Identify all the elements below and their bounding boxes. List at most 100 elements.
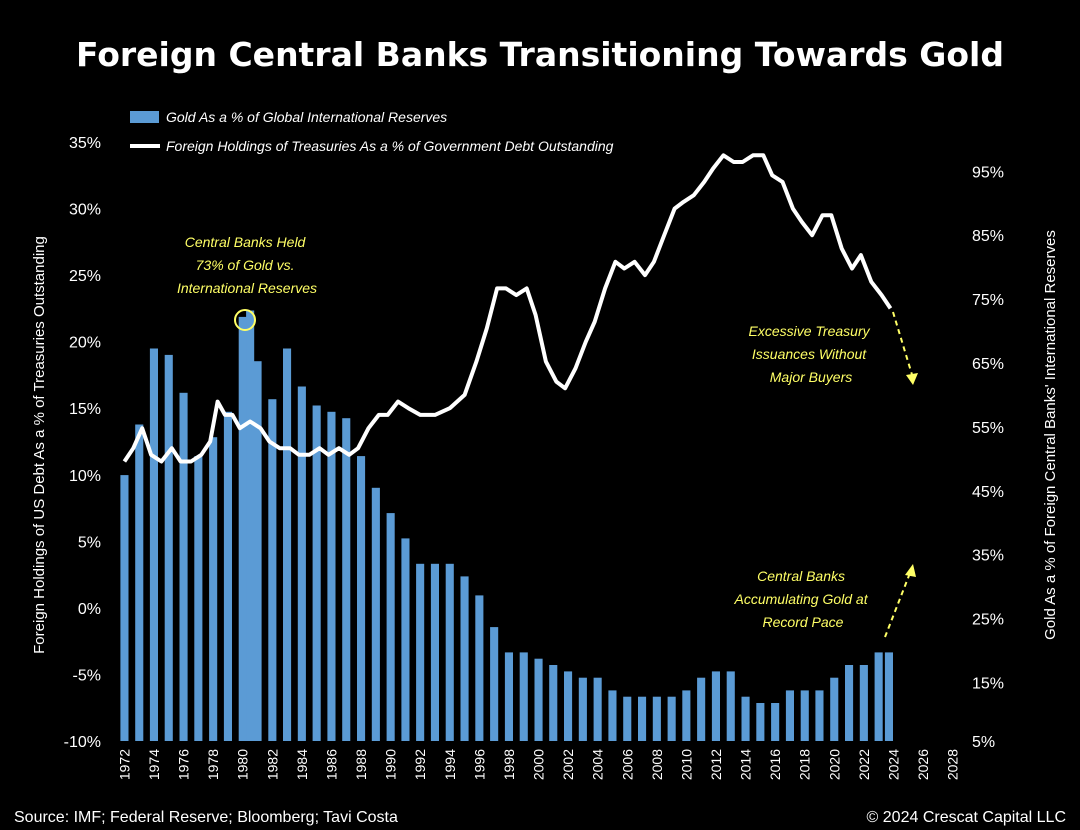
y-left-tick-label: 0% <box>78 601 101 618</box>
y-right-tick-label: 95% <box>972 164 1004 181</box>
gold-reserves-bar <box>223 411 232 741</box>
annotation-accumulating-line-3: Record Pace <box>763 614 844 630</box>
gold-reserves-bar <box>815 690 824 741</box>
annotation-accumulating-arrowhead <box>905 564 916 577</box>
gold-reserves-bar <box>549 665 558 741</box>
legend-label-bars: Gold As a % of Global International Rese… <box>166 109 447 125</box>
y-left-tick-label: 30% <box>69 202 101 219</box>
source-note: Source: IMF; Federal Reserve; Bloomberg;… <box>14 809 398 826</box>
gold-reserves-bar <box>460 576 469 741</box>
gold-reserves-bar <box>519 652 528 741</box>
x-tick-label: 1984 <box>294 749 310 780</box>
y-right-tick-label: 55% <box>972 420 1004 437</box>
gold-reserves-bar <box>164 354 173 741</box>
x-tick-label: 2024 <box>886 749 902 780</box>
annotation-accumulating: Central Banks Accumulating Gold at Recor… <box>734 568 872 630</box>
annotation-treasury-line-2: Issuances Without <box>752 346 867 362</box>
gold-reserves-bar <box>564 671 573 741</box>
gold-reserves-bar <box>623 696 632 741</box>
y-axis-left-label: Foreign Holdings of US Debt As a % of Tr… <box>31 236 48 654</box>
x-tick-label: 2002 <box>560 749 576 780</box>
gold-reserves-bar <box>475 595 484 741</box>
foreign-holdings-line <box>122 153 893 464</box>
x-tick-label: 2016 <box>767 749 783 780</box>
x-tick-label: 2004 <box>590 749 606 780</box>
gold-reserves-bar <box>297 386 306 741</box>
annotation-treasury-arrow <box>892 311 914 379</box>
annotation-peak-line-3: International Reserves <box>177 280 317 296</box>
x-tick-label: 1996 <box>471 749 487 780</box>
x-tick-label: 2014 <box>738 749 754 780</box>
x-tick-label: 2028 <box>945 749 961 780</box>
y-left-tick-label: -10% <box>64 734 101 751</box>
gold-reserves-bar <box>845 665 854 741</box>
y-left-tick-label: 25% <box>69 268 101 285</box>
x-tick-label: 1990 <box>383 749 399 780</box>
annotation-treasury-line-3: Major Buyers <box>770 369 852 385</box>
gold-reserves-bar <box>194 456 203 741</box>
gold-reserves-bar <box>756 703 765 741</box>
gold-reserves-bar <box>371 487 380 741</box>
gold-reserves-bar <box>608 690 617 741</box>
peak-highlight-circle <box>234 309 256 331</box>
gold-reserves-bar <box>120 475 129 741</box>
gold-reserves-bar <box>638 696 647 741</box>
gold-reserves-bar <box>578 677 587 741</box>
gold-reserves-bar <box>697 677 706 741</box>
gold-reserves-bar <box>246 310 255 741</box>
gold-reserves-bar <box>504 652 513 741</box>
y-right-tick-label: 5% <box>972 734 995 751</box>
x-tick-label: 1972 <box>116 749 132 780</box>
y-right-tick-label: 15% <box>972 675 1004 692</box>
x-tick-label: 1998 <box>501 749 517 780</box>
x-tick-label: 1974 <box>146 749 162 780</box>
annotation-treasury: Excessive Treasury Issuances Without Maj… <box>749 323 874 385</box>
y-right-tick-label: 25% <box>972 612 1004 629</box>
gold-reserves-bar <box>884 652 893 741</box>
chart-title: Foreign Central Banks Transitioning Towa… <box>76 35 1004 74</box>
gold-reserves-bar <box>357 456 366 741</box>
gold-reserves-bar <box>593 677 602 741</box>
gold-reserves-bar <box>652 696 661 741</box>
gold-reserves-bar <box>874 652 883 741</box>
gold-reserves-bar <box>209 437 218 741</box>
annotation-peak: Central Banks Held 73% of Gold vs. Inter… <box>177 234 317 296</box>
y-right-tick-label: 75% <box>972 292 1004 309</box>
gold-reserves-bar <box>312 405 321 741</box>
gold-reserves-bar <box>741 696 750 741</box>
line-layer <box>122 153 893 464</box>
x-tick-label: 1986 <box>324 749 340 780</box>
gold-reserves-bar <box>682 690 691 741</box>
gold-reserves-bar <box>327 411 336 741</box>
gold-reserves-bar <box>800 690 809 741</box>
gold-reserves-bar <box>342 418 351 741</box>
annotation-accumulating-line-2: Accumulating Gold at <box>734 591 869 607</box>
x-tick-label: 1988 <box>353 749 369 780</box>
gold-reserves-bar <box>386 513 395 741</box>
x-tick-label: 2022 <box>856 749 872 780</box>
gold-reserves-bar <box>179 392 188 741</box>
x-tick-label: 1980 <box>235 749 251 780</box>
x-tick-label: 2000 <box>531 749 547 780</box>
y-left-tick-label: 15% <box>69 401 101 418</box>
annotation-peak-line-1: Central Banks Held <box>185 234 307 250</box>
gold-reserves-bar <box>401 538 410 741</box>
y-right-tick-label: 65% <box>972 356 1004 373</box>
ticks-layer: 35% 30% 25% 20% 15% 10% 5% 0% -5% -10% 95% 85% 75% 65… <box>64 135 1004 780</box>
x-tick-label: 2010 <box>678 749 694 780</box>
legend-swatch-bars <box>130 111 159 123</box>
y-left-tick-label: 35% <box>69 135 101 152</box>
gold-reserves-bar <box>534 658 543 741</box>
gold-reserves-bar <box>490 627 499 741</box>
gold-reserves-bar <box>726 671 735 741</box>
gold-reserves-bar <box>135 424 144 741</box>
gold-reserves-bar <box>771 703 780 741</box>
gold-reserves-bar <box>445 563 454 741</box>
bars-layer <box>120 310 893 741</box>
y-left-tick-label: 5% <box>78 534 101 551</box>
gold-reserves-bar <box>430 563 439 741</box>
annotation-accumulating-line-1: Central Banks <box>757 568 845 584</box>
gold-reserves-bar <box>859 665 868 741</box>
y-left-tick-label: -5% <box>73 667 101 684</box>
x-tick-label: 2018 <box>797 749 813 780</box>
